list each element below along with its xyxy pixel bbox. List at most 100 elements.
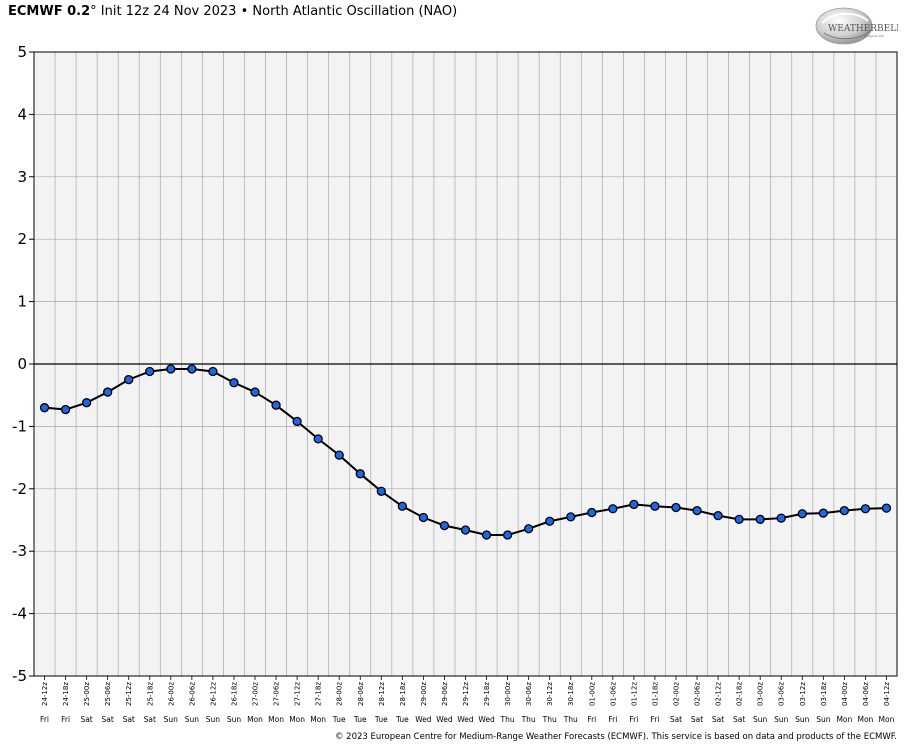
- x-day-label: Tue: [332, 715, 346, 724]
- x-tick-label: 25-06z: [104, 682, 112, 706]
- x-day-label: Sun: [753, 715, 768, 724]
- nao-data-point: [355, 469, 365, 479]
- nao-data-point: [776, 513, 786, 523]
- chart-title: ECMWF 0.2° Init 12z 24 Nov 2023 • North …: [8, 4, 457, 19]
- y-tick-label: 0: [17, 355, 27, 373]
- x-tick-label: 29-06z: [441, 682, 449, 706]
- nao-data-point: [334, 450, 344, 460]
- nao-data-point: [566, 512, 576, 522]
- x-day-label: Mon: [289, 715, 305, 724]
- x-tick-label: 30-06z: [525, 682, 533, 706]
- x-tick-label: 01-12z: [630, 682, 638, 706]
- y-tick-label: 2: [17, 230, 27, 248]
- x-day-label: Thu: [542, 715, 557, 724]
- x-day-label: Sat: [144, 715, 156, 724]
- nao-data-point: [734, 514, 744, 525]
- y-tick-label: 1: [17, 293, 27, 311]
- svg-text:Analytics LLC: Analytics LLC: [864, 34, 884, 38]
- x-day-label: Mon: [879, 715, 895, 724]
- x-tick-label: 02-12z: [715, 682, 723, 706]
- x-tick-label: 30-12z: [546, 682, 554, 706]
- x-tick-label: 01-06z: [609, 682, 617, 706]
- svg-text:WEATHERBELL: WEATHERBELL: [828, 24, 898, 34]
- x-day-label: Tue: [353, 715, 367, 724]
- x-day-label: Wed: [436, 715, 453, 724]
- nao-data-point: [418, 512, 429, 523]
- x-day-label: Tue: [395, 715, 409, 724]
- x-day-label: Wed: [478, 715, 495, 724]
- x-day-label: Sun: [164, 715, 179, 724]
- nao-data-point: [271, 400, 281, 410]
- y-tick-label: -2: [12, 480, 27, 498]
- nao-data-point: [166, 364, 176, 374]
- x-day-label: Mon: [836, 715, 852, 724]
- nao-data-point: [439, 520, 450, 531]
- x-day-label: Sun: [774, 715, 789, 724]
- nao-data-point: [545, 516, 555, 526]
- x-tick-label: 25-18z: [146, 682, 154, 706]
- nao-data-point: [797, 509, 807, 519]
- x-day-label: Sun: [795, 715, 810, 724]
- x-day-label: Sat: [670, 715, 682, 724]
- init-time: Init 12z 24 Nov 2023: [100, 4, 237, 19]
- degree-symbol: °: [90, 4, 97, 19]
- y-tick-label: -4: [12, 605, 27, 623]
- x-tick-label: 01-18z: [651, 682, 659, 706]
- nao-data-point: [650, 501, 660, 511]
- nao-data-point: [481, 530, 492, 540]
- x-day-label: Sun: [227, 715, 242, 724]
- x-day-label: Sat: [733, 715, 745, 724]
- x-tick-label: 26-06z: [188, 682, 196, 706]
- y-tick-label: -5: [12, 667, 27, 685]
- x-day-label: Fri: [40, 715, 49, 724]
- x-tick-label: 04-00z: [841, 682, 849, 706]
- x-day-label: Thu: [563, 715, 578, 724]
- nao-data-point: [397, 501, 408, 511]
- nao-data-point: [671, 502, 681, 513]
- x-tick-label: 03-18z: [820, 682, 828, 706]
- x-tick-label: 28-12z: [378, 682, 386, 706]
- x-tick-label: 24-12z: [41, 682, 49, 706]
- x-tick-label: 25-12z: [125, 682, 133, 706]
- nao-data-point: [145, 366, 155, 377]
- nao-data-point: [839, 505, 850, 516]
- index-name: North Atlantic Oscillation (NAO): [252, 4, 458, 19]
- nao-data-point: [292, 416, 302, 427]
- x-tick-label: 27-18z: [315, 682, 323, 706]
- x-tick-label: 30-00z: [504, 682, 512, 706]
- nao-data-point: [713, 510, 723, 521]
- x-tick-label: 28-06z: [357, 682, 365, 706]
- x-day-label: Sat: [123, 715, 135, 724]
- nao-data-point: [229, 378, 239, 388]
- x-day-label: Mon: [268, 715, 284, 724]
- x-day-label: Sun: [816, 715, 831, 724]
- x-tick-label: 02-00z: [672, 682, 680, 706]
- x-day-label: Sat: [102, 715, 114, 724]
- nao-data-point: [60, 404, 71, 415]
- x-day-label: Fri: [61, 715, 70, 724]
- x-tick-label: 04-06z: [862, 682, 870, 706]
- x-day-label: Wed: [457, 715, 474, 724]
- nao-data-point: [187, 364, 197, 374]
- x-day-label: Sun: [206, 715, 221, 724]
- x-day-label: Mon: [247, 715, 263, 724]
- nao-data-point: [124, 374, 134, 385]
- nao-data-point: [860, 504, 871, 514]
- x-day-label: Mon: [310, 715, 326, 724]
- x-tick-label: 30-18z: [567, 682, 575, 706]
- x-tick-label: 28-18z: [399, 682, 407, 706]
- x-tick-label: 03-00z: [757, 682, 765, 706]
- y-tick-label: 3: [17, 168, 27, 186]
- title-bullet: •: [240, 4, 249, 19]
- x-day-label: Fri: [629, 715, 638, 724]
- x-tick-label: 26-18z: [230, 682, 238, 706]
- nao-data-point: [313, 434, 323, 444]
- x-day-label: Thu: [500, 715, 515, 724]
- x-day-label: Tue: [374, 715, 388, 724]
- x-day-label: Mon: [858, 715, 874, 724]
- x-day-label: Sat: [691, 715, 703, 724]
- x-day-label: Fri: [608, 715, 617, 724]
- x-tick-label: 29-00z: [420, 682, 428, 706]
- x-tick-label: 25-00z: [83, 682, 91, 706]
- x-tick-label: 29-18z: [483, 682, 491, 706]
